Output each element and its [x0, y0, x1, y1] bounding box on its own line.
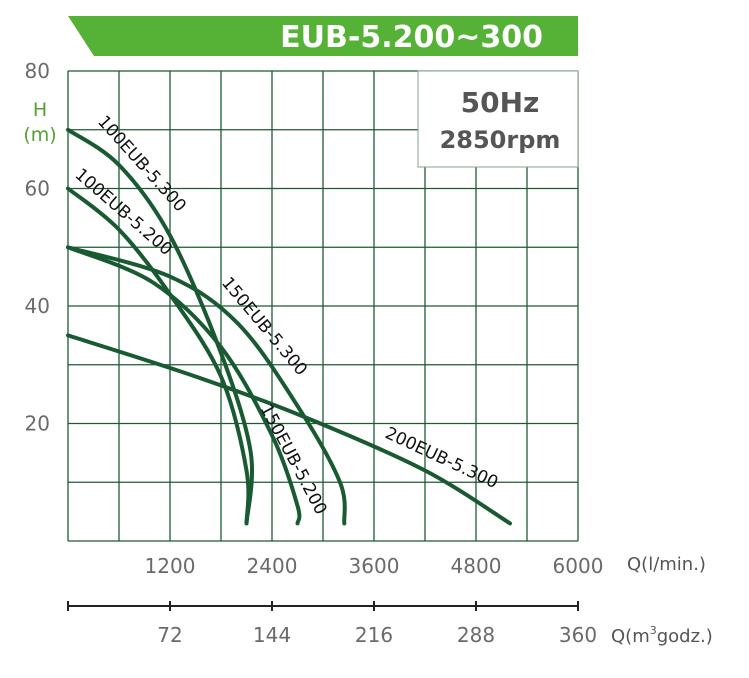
series-line-100eub-5-200: [66, 186, 251, 526]
series-label-150eub-5-200: 150EUB-5.200: [256, 401, 331, 518]
series-line-150eub-5-200: [66, 245, 302, 526]
y-tick-label: 80: [25, 59, 50, 83]
info-box: [417, 70, 579, 168]
curve-labels: 100EUB-5.300100EUB-5.200150EUB-5.300150E…: [71, 112, 501, 518]
x-tick-label-secondary: 288: [457, 623, 495, 647]
frequency-label: 50Hz: [461, 86, 540, 119]
chart-title: EUB-5.200~300: [280, 20, 543, 55]
y-ticks: 80 60 40 20: [25, 59, 50, 436]
series-line-150eub-5-300: [66, 245, 347, 526]
x-tick-label-secondary: 72: [157, 623, 182, 647]
x-tick-label-primary: 1200: [145, 554, 196, 578]
y-axis-unit: (m): [23, 124, 56, 146]
x-tick-label-primary: 2400: [247, 554, 298, 578]
speed-label: 2850rpm: [440, 126, 561, 154]
y-axis-symbol: H: [33, 99, 47, 121]
y-tick-label: 20: [25, 412, 50, 436]
series-line-100eub-5-300: [66, 127, 255, 526]
x-axis-label-secondary: Q(m3godz.): [611, 624, 713, 647]
title-banner: [68, 16, 578, 56]
x-tick-label-primary: 6000: [553, 554, 604, 578]
x-tick-label-primary: 4800: [451, 554, 502, 578]
x-tick-label-secondary: 360: [559, 623, 597, 647]
y-tick-label: 60: [25, 177, 50, 201]
curves: [66, 127, 512, 526]
x-ticks-primary: 1200 2400 3600 4800 6000: [145, 554, 604, 578]
x-tick-label-primary: 3600: [349, 554, 400, 578]
x-axis-label-primary: Q(l/min.): [627, 554, 706, 575]
series-line-200eub-5-300: [66, 333, 512, 526]
x-tick-label-secondary: 216: [355, 623, 393, 647]
x-tick-label-secondary: 144: [253, 623, 291, 647]
y-tick-label: 40: [25, 294, 50, 318]
x-ticks-secondary: 72 144 216 288 360: [67, 601, 597, 647]
